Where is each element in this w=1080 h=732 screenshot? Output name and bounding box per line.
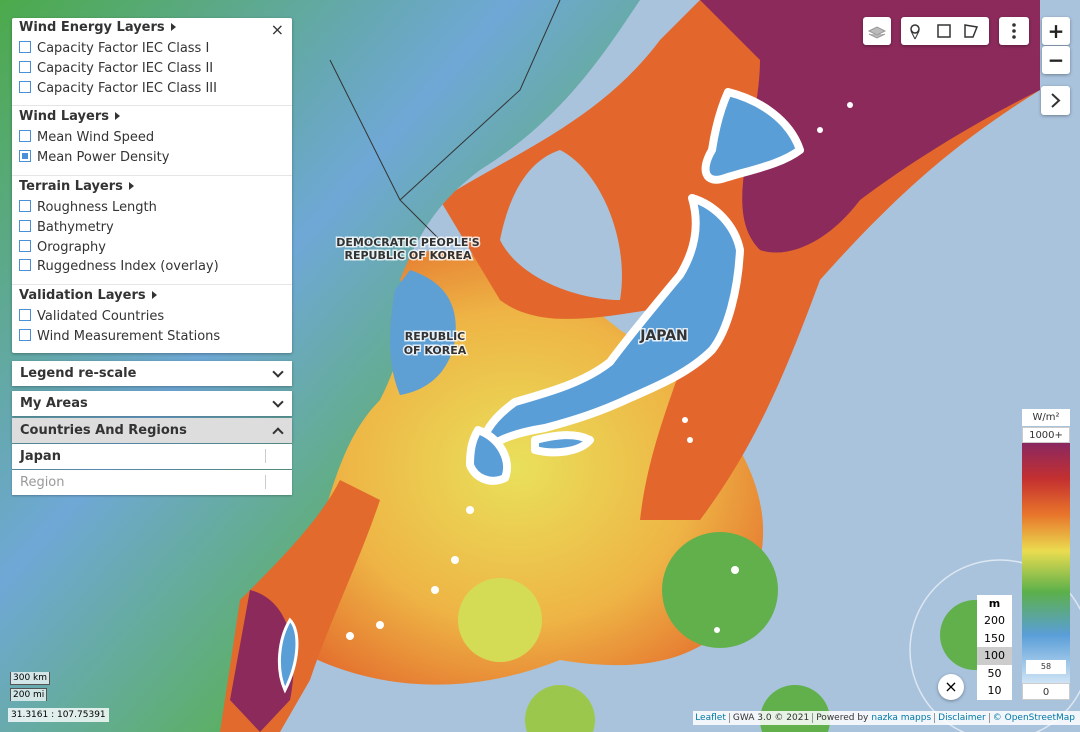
- option-label: Capacity Factor IEC Class I: [37, 41, 210, 56]
- layer-option[interactable]: Mean Wind Speed: [19, 130, 154, 145]
- sea-wind: [525, 685, 595, 732]
- layer-option[interactable]: Capacity Factor IEC Class III: [19, 80, 217, 96]
- layer-option[interactable]: Bathymetry: [19, 219, 114, 235]
- option-label: Mean Wind Speed: [37, 130, 155, 146]
- section-header[interactable]: Legend re-scale: [12, 361, 292, 386]
- separator: [12, 175, 292, 176]
- expand-button[interactable]: [1041, 86, 1070, 115]
- option-label: Capacity Factor IEC Class III: [37, 80, 217, 96]
- layer-option[interactable]: Roughness Length: [19, 200, 157, 215]
- icon: [1012, 23, 1016, 39]
- chevron: [272, 427, 284, 439]
- chevron: [272, 396, 284, 408]
- layer-option[interactable]: Orography: [19, 239, 106, 255]
- group-title[interactable]: Wind Layers: [19, 109, 120, 124]
- layer-option[interactable]: Wind Measurement Stations: [19, 329, 220, 344]
- icon: [1051, 93, 1061, 108]
- map-label: OF KOREA: [404, 344, 467, 357]
- range-ring: [909, 559, 1080, 732]
- section-header[interactable]: My Areas: [12, 391, 292, 416]
- map-label: JAPAN: [639, 328, 688, 344]
- sea-wind: [700, 0, 1040, 253]
- ocean: [500, 150, 622, 300]
- option-label: Mean Power Density: [37, 150, 170, 166]
- group-title[interactable]: Validation Layers: [19, 288, 157, 303]
- option-label: Wind Measurement Stations: [37, 329, 221, 344]
- checkbox[interactable]: [19, 150, 31, 163]
- layer-option[interactable]: Capacity Factor IEC Class II: [19, 60, 214, 76]
- option-label: Validated Countries: [37, 309, 165, 325]
- zoom-out[interactable]: −: [1042, 46, 1070, 74]
- height-option[interactable]: 50: [977, 664, 1012, 683]
- checkbox[interactable]: [19, 239, 31, 252]
- option-label: Bathymetry: [37, 219, 114, 235]
- expand-arrow[interactable]: [151, 291, 157, 300]
- map-label: DEMOCRATIC PEOPLE'S: [336, 236, 480, 249]
- close-button[interactable]: ×: [270, 20, 284, 39]
- option-label: Capacity Factor IEC Class II: [37, 60, 214, 76]
- border: [329, 0, 561, 241]
- legend-colorbar: [1022, 443, 1070, 683]
- island: [277, 617, 299, 694]
- checkbox[interactable]: [19, 219, 31, 232]
- icon: [910, 24, 979, 40]
- menu-button[interactable]: [999, 17, 1029, 45]
- option-label: Ruggedness Index (overlay): [37, 259, 219, 275]
- expand-arrow[interactable]: [170, 23, 176, 31]
- layer-option[interactable]: Capacity Factor IEC Class I: [19, 41, 209, 56]
- option-label: Orography: [37, 239, 106, 255]
- map-label: REPUBLIC: [405, 330, 466, 343]
- draw-tools[interactable]: [901, 17, 989, 45]
- land: [390, 270, 456, 395]
- height-option[interactable]: 100: [977, 647, 1012, 665]
- checkbox[interactable]: [19, 309, 31, 322]
- layers-button[interactable]: [863, 17, 891, 45]
- checkbox[interactable]: [19, 130, 31, 143]
- expand-arrow[interactable]: [128, 182, 134, 190]
- layer-option[interactable]: Mean Power Density: [19, 150, 169, 165]
- separator: [12, 105, 292, 107]
- height-close[interactable]: ×: [938, 674, 964, 700]
- islands: [346, 102, 853, 640]
- checkbox[interactable]: [19, 259, 31, 272]
- height-option[interactable]: 200: [977, 612, 1012, 630]
- section-header[interactable]: Countries And Regions: [12, 418, 292, 443]
- checkbox[interactable]: [19, 60, 31, 73]
- icon: [867, 26, 887, 39]
- sea-wind: [458, 578, 542, 662]
- layer-panel: × Wind Energy Layers Capacity Factor IEC C…: [12, 18, 292, 353]
- map-label: REPUBLIC OF KOREA: [345, 249, 472, 262]
- checkbox[interactable]: [19, 80, 31, 93]
- expand-arrow[interactable]: [114, 112, 120, 121]
- checkbox[interactable]: [19, 200, 31, 212]
- option-label: Roughness Length: [37, 200, 157, 215]
- height-option[interactable]: 150: [977, 629, 1012, 648]
- group-title[interactable]: Wind Energy Layers: [19, 20, 176, 35]
- zoom-in[interactable]: +: [1042, 17, 1070, 45]
- height-option[interactable]: 10: [977, 682, 1012, 700]
- sea-wind: [230, 590, 294, 732]
- japan: [466, 88, 804, 485]
- layer-option[interactable]: Ruggedness Index (overlay): [19, 259, 219, 274]
- chevron: [272, 366, 284, 378]
- checkbox[interactable]: [19, 329, 31, 341]
- sea-wind: [662, 532, 778, 648]
- separator: [12, 284, 292, 286]
- group-title[interactable]: Terrain Layers: [19, 179, 134, 194]
- checkbox[interactable]: [19, 41, 31, 53]
- layer-option[interactable]: Validated Countries: [19, 309, 164, 324]
